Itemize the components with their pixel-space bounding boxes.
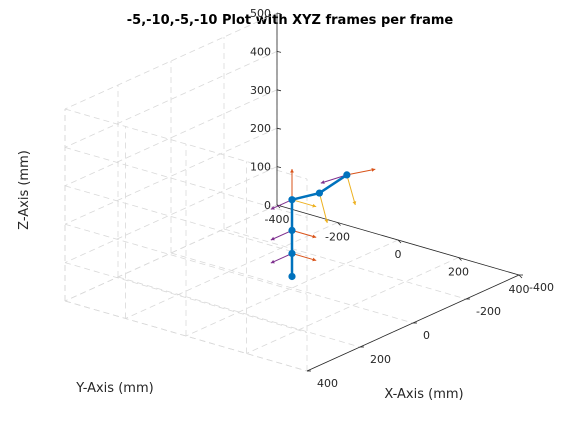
x-tick-mark xyxy=(458,257,462,261)
joint-point xyxy=(288,272,296,281)
z-tick-mark xyxy=(276,127,282,130)
x-tick-mark xyxy=(397,239,402,244)
y-tick-label: 200 xyxy=(370,353,391,366)
frame-y-arrowhead xyxy=(270,236,275,241)
joint-point xyxy=(288,196,296,204)
grid-line-wall-z xyxy=(64,51,278,148)
grid-line-floor-x xyxy=(246,257,459,354)
series-layer xyxy=(288,171,351,281)
x-tick-label: -400 xyxy=(265,213,290,226)
grid-line-wall-z xyxy=(64,166,278,263)
frame-x-arrow xyxy=(291,252,317,261)
arm-link-line xyxy=(290,173,349,278)
frame-y-arrow xyxy=(320,174,348,184)
frame-z-arrow xyxy=(346,174,356,206)
grid-line-wall-z xyxy=(64,12,278,110)
frame-y-arrow xyxy=(270,199,293,210)
z-tick-label: 300 xyxy=(250,84,271,97)
frame-x-arrow xyxy=(291,229,317,238)
frame-z-arrow xyxy=(291,199,317,208)
y-tick-label: -400 xyxy=(529,281,554,294)
x-tick-label: 200 xyxy=(448,266,469,279)
frame-x-arrowhead xyxy=(290,168,294,173)
z-axis-label: Z-Axis (mm) xyxy=(17,150,32,230)
y-tick-label: 0 xyxy=(423,329,430,342)
grid-line-wall-z xyxy=(64,262,308,333)
frame-x-arrow xyxy=(346,168,376,176)
joint-point xyxy=(288,226,296,234)
z-tick-label: 400 xyxy=(250,45,271,58)
frame-z-arrowhead xyxy=(312,203,317,208)
grid-line-floor-y xyxy=(170,252,414,324)
frame-x-arrowhead xyxy=(312,257,317,262)
x-tick-mark xyxy=(337,222,341,226)
x-tick-label: 400 xyxy=(509,283,530,296)
z-tick-mark xyxy=(276,166,282,168)
y-tick-label: 400 xyxy=(317,377,338,390)
z-tick-label: 0 xyxy=(264,199,271,212)
frame-z-arrowhead xyxy=(324,219,329,224)
frames-layer xyxy=(270,168,376,264)
z-tick-mark xyxy=(276,12,282,15)
frame-y-arrowhead xyxy=(270,259,275,264)
chart-title: -5,-10,-5,-10 Plot with XYZ frames per f… xyxy=(127,13,454,28)
grid-line-wall-z xyxy=(64,108,308,180)
frame-z-arrow xyxy=(318,192,328,224)
y-axis-label: Y-Axis (mm) xyxy=(75,381,153,396)
grid-line-floor-y xyxy=(117,276,361,348)
grid-line-wall-z xyxy=(64,89,278,187)
frame-y-arrowhead xyxy=(320,180,325,184)
grid-line-floor-x xyxy=(125,222,338,319)
frame-y-arrow xyxy=(270,229,293,241)
frame-z-arrowhead xyxy=(352,201,357,205)
x-tick-mark xyxy=(518,274,523,279)
frame-y-arrow xyxy=(270,252,293,264)
z-tick-label: 200 xyxy=(250,122,271,135)
z-tick-label: 500 xyxy=(250,7,271,20)
grid-line-floor-x xyxy=(185,239,399,337)
frame-x-arrowhead xyxy=(312,234,317,239)
x-axis-label: X-Axis (mm) xyxy=(384,387,463,402)
grid-line-wall-z xyxy=(64,185,308,257)
grid-line-wall-z xyxy=(64,147,308,218)
grid-line-wall-z xyxy=(64,223,308,295)
grid-line-wall-z xyxy=(64,204,278,302)
joint-point xyxy=(343,171,351,179)
z-tick-mark xyxy=(276,89,282,92)
x-tick-label: 0 xyxy=(395,248,402,261)
grid-line-floor-y xyxy=(223,228,467,300)
z-tick-label: 100 xyxy=(250,161,271,174)
x-tick-label: -200 xyxy=(325,231,350,244)
frame-x-arrowhead xyxy=(371,168,376,172)
joint-point xyxy=(315,189,324,197)
z-tick-mark xyxy=(276,51,282,53)
joint-point xyxy=(288,249,296,258)
grid-line-wall-z xyxy=(64,300,308,372)
frame-y-arrowhead xyxy=(270,206,275,210)
grid-line-wall-z xyxy=(64,127,278,225)
y-tick-label: -200 xyxy=(476,305,501,318)
